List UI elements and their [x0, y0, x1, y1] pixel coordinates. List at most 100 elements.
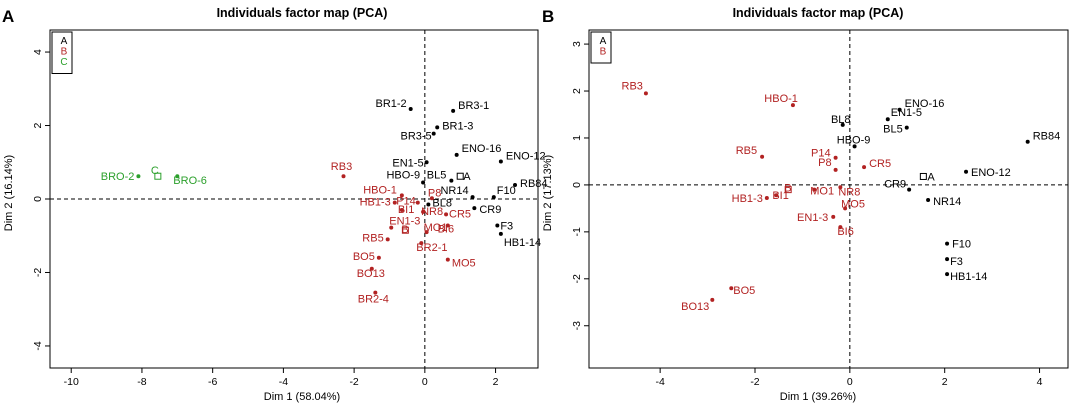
legend-box-b — [590, 31, 612, 64]
data-point-a — [421, 180, 426, 185]
point-label-b: CR5 — [869, 158, 891, 170]
data-point-a — [429, 196, 434, 201]
plot-frame-b — [588, 29, 1069, 369]
data-point-a — [415, 200, 420, 205]
x-tick-label-b: 0 — [847, 376, 853, 388]
point-label-b: ENO-16 — [905, 98, 945, 110]
data-point-a — [472, 206, 477, 211]
data-point-a — [136, 174, 141, 179]
data-point-a — [449, 178, 454, 183]
data-point-b — [964, 169, 969, 174]
point-label-b: BI6 — [837, 226, 854, 238]
point-label-a: P14 — [396, 196, 416, 208]
data-point-b — [904, 125, 909, 130]
point-label-b: CR9 — [884, 179, 906, 191]
point-label-b: HBO-9 — [837, 134, 871, 146]
chart-title-b: Individuals factor map (PCA) — [733, 6, 904, 20]
data-point-a — [408, 106, 413, 111]
point-label-a: F10 — [497, 185, 516, 197]
data-point-b — [774, 193, 779, 198]
data-point-a — [419, 241, 424, 246]
data-point-b — [710, 297, 715, 302]
point-label-a: BR2-4 — [358, 294, 389, 306]
point-label-b: NR14 — [933, 196, 961, 208]
data-point-b — [926, 197, 931, 202]
data-point-b — [862, 165, 867, 170]
data-point-a — [491, 195, 496, 200]
point-label-a: BR2-1 — [416, 242, 447, 254]
data-point-a — [399, 193, 404, 198]
y-tick-label-b: 3 — [571, 41, 583, 47]
x-tick-label-a: 2 — [493, 376, 499, 388]
y-tick-label-a: 4 — [32, 49, 44, 55]
data-point-a — [513, 183, 518, 188]
point-label-a: RB5 — [362, 232, 383, 244]
data-point-a — [444, 212, 449, 217]
point-label-b: EN1-3 — [797, 212, 828, 224]
point-label-a: BO5 — [353, 251, 375, 263]
point-label-a: BO13 — [357, 268, 385, 280]
data-point-a — [421, 209, 426, 214]
point-label-a: CR9 — [479, 204, 501, 216]
data-point-b — [764, 196, 769, 201]
x-tick-label-b: 2 — [942, 376, 948, 388]
point-label-b: RB3 — [622, 80, 643, 92]
data-point-b — [1025, 139, 1030, 144]
data-point-a — [470, 195, 475, 200]
centroid-label-a: A — [463, 171, 471, 183]
data-point-a — [392, 200, 397, 205]
data-point-a — [426, 202, 431, 207]
point-label-a: BI6 — [438, 223, 455, 235]
point-label-b: HBO-1 — [764, 93, 798, 105]
data-point-a — [373, 290, 378, 295]
point-label-b: RB5 — [736, 145, 757, 157]
data-point-b — [833, 155, 838, 160]
y-axis-label-a: Dim 2 (16.14%) — [3, 155, 15, 231]
point-label-a: BL5 — [427, 170, 447, 182]
point-label-b: BL8 — [831, 114, 851, 126]
point-label-b: HB1-14 — [950, 271, 987, 283]
point-label-b: RB84 — [1033, 131, 1061, 143]
data-point-b — [843, 206, 848, 211]
point-label-a: HBO-9 — [386, 169, 420, 181]
point-label-a: ENO-12 — [506, 151, 546, 163]
x-tick-label-b: -4 — [655, 376, 664, 388]
y-tick-label-b: 2 — [571, 88, 583, 94]
data-point-b — [833, 167, 838, 172]
point-label-b: MO5 — [841, 198, 865, 210]
point-label-b: EN1-5 — [891, 107, 922, 119]
y-tick-label-b: -2 — [571, 274, 583, 283]
point-label-b: P14 — [811, 148, 831, 160]
point-label-a: F3 — [500, 220, 513, 232]
x-tick-label-b: -2 — [750, 376, 759, 388]
data-point-a — [435, 125, 440, 130]
data-point-a — [445, 257, 450, 262]
x-axis-label-b: Dim 1 (39.26%) — [780, 391, 856, 403]
data-point-b — [729, 286, 734, 291]
centroid-label-a: C — [151, 165, 159, 177]
x-tick-label-b: 4 — [1037, 376, 1043, 388]
data-point-b — [812, 187, 817, 192]
data-point-b — [838, 225, 843, 230]
point-label-a: BR3-5 — [400, 131, 431, 143]
x-tick-label-a: 0 — [422, 376, 428, 388]
point-label-a: ENO-16 — [462, 143, 502, 155]
legend-entry-a: C — [60, 57, 67, 68]
y-axis-label-b: Dim 2 (17.13%) — [542, 155, 554, 231]
x-axis-label-a: Dim 1 (58.04%) — [264, 391, 340, 403]
point-label-a: HB1-14 — [504, 237, 541, 249]
data-point-b — [945, 241, 950, 246]
data-point-b — [907, 187, 912, 192]
point-label-a: HBO-1 — [363, 184, 397, 196]
point-label-b: NR8 — [838, 186, 860, 198]
data-point-a — [445, 223, 450, 228]
legend-entry-b: B — [600, 47, 607, 58]
data-point-a — [385, 237, 390, 242]
point-label-a: BRO-6 — [173, 175, 207, 187]
legend-box-a — [51, 31, 73, 74]
data-point-a — [454, 152, 459, 157]
point-label-b: P8 — [818, 157, 831, 169]
data-point-a — [498, 159, 503, 164]
data-point-b — [840, 122, 845, 127]
